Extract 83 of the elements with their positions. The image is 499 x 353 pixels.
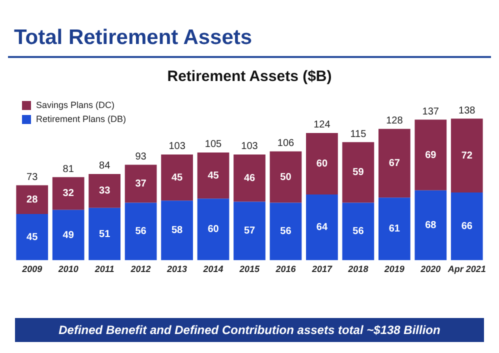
bar [342,142,374,203]
bar [342,202,374,260]
total-label: 73 [26,172,38,184]
data-label: 51 [99,228,111,240]
total-label: 105 [204,139,222,150]
bar [306,194,338,260]
bar [52,177,84,210]
x-tick-label: 2020 [420,264,441,274]
bar [88,174,121,208]
bar [124,164,157,203]
bar [161,154,193,201]
data-label: 45 [208,170,220,182]
legend-label: Retirement Plans (DB) [36,114,126,124]
data-label: 58 [171,225,184,236]
bar [16,185,48,214]
data-label: 60 [208,224,220,236]
total-label: 138 [458,105,476,116]
total-label: 93 [135,152,147,163]
data-label: 45 [26,232,38,243]
x-tick-label: 2010 [57,264,78,274]
data-label: 66 [461,221,473,232]
x-tick-label: 2009 [21,264,42,274]
bar [197,152,230,199]
data-label: 33 [99,186,111,197]
legend-label: Savings Plans (DC) [36,100,115,110]
bar [52,210,84,260]
bar [197,198,230,260]
text: Defined Benefit and Defined Contribution assets total ~$138 Billion [15,318,484,342]
x-tick-label: 2011 [94,264,114,274]
bar [378,128,410,198]
bar [270,151,302,203]
bar [16,214,48,260]
data-label: 68 [425,220,437,232]
data-label: 46 [244,172,256,184]
bar [88,208,121,260]
data-label: 32 [62,188,74,200]
bar [450,118,483,192]
bar [414,120,447,190]
data-label: 56 [280,226,292,238]
data-label: 57 [244,226,256,237]
bar [124,202,157,260]
x-tick-label: 2015 [238,264,260,274]
bar [306,132,338,195]
data-label: 56 [135,226,147,238]
total-label: 115 [350,128,367,140]
chart-subtitle: Retirement Assets ($B) [167,68,332,86]
data-label: 56 [352,226,364,238]
data-label: 28 [26,194,38,206]
data-label: 67 [388,158,400,169]
total-label: 124 [314,120,331,131]
total-label: 106 [277,138,295,150]
bar [234,202,266,260]
x-tick-label: 2016 [274,264,297,274]
total-label: 128 [386,116,404,127]
total-label: 81 [62,164,74,175]
bar [450,192,483,260]
data-label: 45 [171,172,184,184]
x-tick-label: 2019 [383,264,404,274]
data-label: 69 [425,150,437,161]
bar [270,202,302,260]
data-label: 37 [135,178,147,190]
bar [414,190,447,260]
bar [378,198,410,260]
data-label: 72 [461,150,473,162]
total-label: 137 [422,106,440,118]
bar [161,200,193,260]
data-label: 64 [316,222,328,234]
total-label: 84 [99,160,111,172]
x-tick-label: Apr 2021 [446,264,486,274]
data-label: 59 [352,167,364,178]
chart-title: Total Retirement Assets [14,26,252,50]
x-tick-label: 2012 [130,264,151,274]
data-label: 61 [388,224,400,235]
x-tick-label: 2014 [202,264,224,274]
total-label: 103 [241,141,258,152]
bar [234,154,266,202]
x-tick-label: 2018 [347,264,368,274]
total-label: 103 [168,141,186,152]
x-tick-label: 2013 [166,264,188,274]
data-label: 60 [316,158,328,170]
x-tick-label: 2017 [310,264,333,274]
data-label: 49 [62,230,74,241]
data-label: 50 [280,172,292,183]
